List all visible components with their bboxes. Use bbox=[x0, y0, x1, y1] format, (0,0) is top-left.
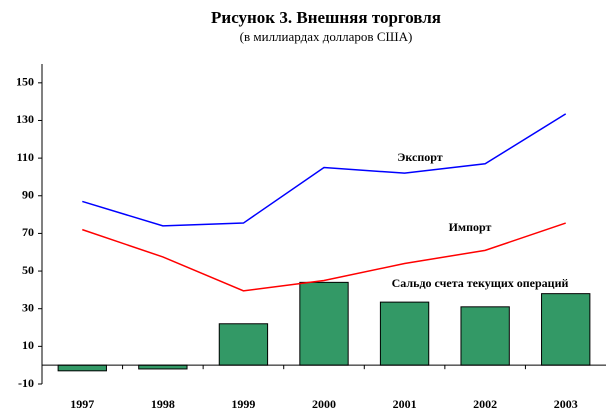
bar bbox=[218, 323, 269, 366]
bar bbox=[460, 306, 510, 366]
bar bbox=[379, 301, 430, 366]
x-tick-label: 2002 bbox=[473, 397, 497, 411]
y-tick-label: 30 bbox=[22, 300, 34, 314]
x-tick-label: 2000 bbox=[312, 397, 336, 411]
y-tick-label: 50 bbox=[22, 263, 34, 277]
series-label: Импорт bbox=[449, 220, 492, 234]
bar bbox=[299, 281, 349, 366]
x-tick-label: 1999 bbox=[231, 397, 255, 411]
x-tick-label: 1998 bbox=[151, 397, 175, 411]
chart-subtitle: (в миллиардах долларов США) bbox=[240, 29, 413, 44]
y-tick-label: -10 bbox=[18, 376, 34, 390]
y-tick-label: 70 bbox=[22, 225, 34, 239]
bar bbox=[57, 364, 107, 372]
x-tick-label: 1997 bbox=[70, 397, 94, 411]
y-tick-label: 90 bbox=[22, 188, 34, 202]
series-label: Сальдо счета текущих операций bbox=[392, 276, 569, 290]
y-tick-label: 10 bbox=[22, 338, 34, 352]
series-label: Экспорт bbox=[397, 150, 443, 164]
y-tick-label: 110 bbox=[17, 150, 34, 164]
y-tick-label: 130 bbox=[16, 112, 34, 126]
x-tick-label: 2001 bbox=[393, 397, 417, 411]
x-tick-label: 2003 bbox=[554, 397, 578, 411]
bar bbox=[541, 293, 591, 366]
line-series bbox=[82, 113, 567, 227]
line-series bbox=[82, 222, 566, 292]
chart-title: Рисунок 3. Внешняя торговля bbox=[211, 8, 441, 27]
bar bbox=[138, 364, 188, 370]
y-tick-label: 150 bbox=[16, 75, 34, 89]
